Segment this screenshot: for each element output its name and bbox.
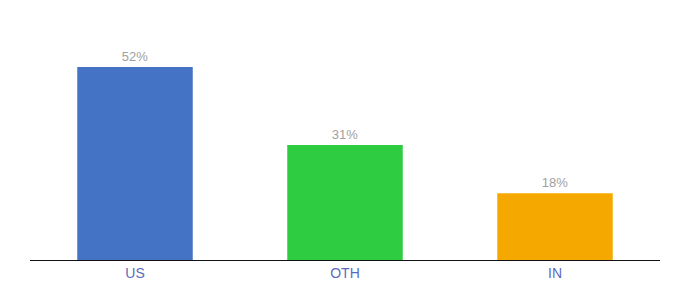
svg-text:18%: 18% — [542, 175, 568, 190]
svg-text:OTH: OTH — [330, 265, 360, 281]
svg-text:US: US — [125, 265, 144, 281]
svg-text:IN: IN — [548, 265, 562, 281]
svg-text:52%: 52% — [122, 49, 148, 64]
svg-text:31%: 31% — [332, 127, 358, 142]
